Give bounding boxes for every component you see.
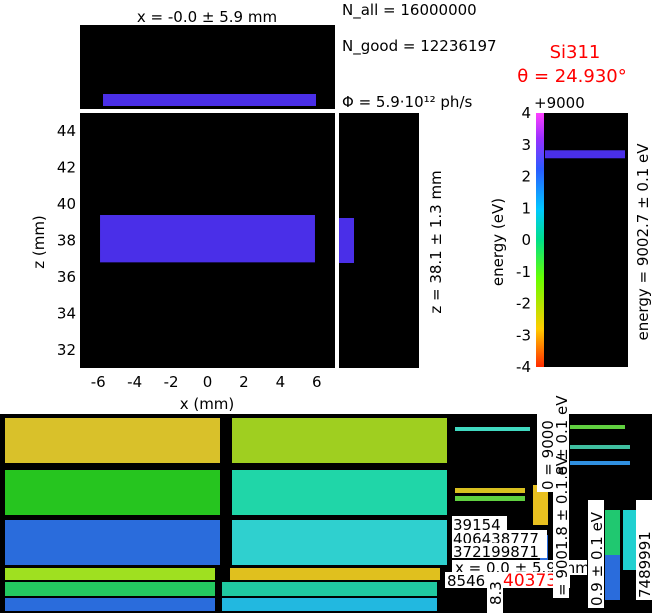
x-tick-label: 6 [312,373,322,391]
y-tick-label: 32 [57,341,76,359]
mini-bar-6 [455,496,525,501]
beam-footprint [100,215,315,263]
top-histogram-bar [103,94,316,106]
x-tick-label: -4 [127,373,142,391]
energy-stat-label: energy = 9002.7 ± 0.1 eV [634,143,652,341]
mini-bar-3 [570,445,630,449]
tile-1 [5,418,220,463]
theta-label: θ = 24.930° [517,66,627,87]
energy-tick-label: 0 [521,231,531,249]
strip-4 [222,582,437,596]
mini-bar-1 [455,427,530,431]
x-tick-label: -2 [164,373,179,391]
n-all-label: N_all = 16000000 [342,1,477,20]
top-histogram-title: x = -0.0 ± 5.9 mm [137,8,277,26]
energy-tick-label: -2 [516,295,531,313]
strip-3 [5,582,215,596]
energy-offset-label: +9000 [534,94,585,112]
energy-tick-label: 3 [521,136,531,154]
strip-6 [222,598,437,611]
mini-bar-5 [455,488,525,493]
energy-histogram-bar [545,150,625,159]
energy-tick-label: -4 [516,358,531,376]
energy-tick-label: -3 [516,326,531,344]
y-tick-label: 42 [57,159,76,177]
y-tick-label: 38 [57,232,76,250]
energy-colorbar [536,113,544,367]
energy-tick-label: 1 [521,199,531,217]
lower-label-c: 0.9 ± 0.1 eV [588,511,606,606]
x-tick-label: -6 [91,373,106,391]
energy-tick-group: 4 3 2 1 0 -1 -2 -3 -4 [516,104,531,376]
tile-4 [232,470,447,515]
x-tick-label: 4 [276,373,286,391]
x-tick-group: -6 -4 -2 0 2 4 6 [91,373,322,391]
lower-label-a: 0 = 9000 [539,420,557,490]
lower-text-4: 8546 [447,572,485,590]
z-stat-label: z = 38.1 ± 1.3 mm [427,170,445,313]
tile-3 [5,470,220,515]
energy-tick-label: -1 [516,263,531,281]
strip-1 [5,568,215,580]
mini-bar-7 [533,485,548,525]
side-histogram-bar [339,218,354,263]
y-tick-group: 32 34 36 38 40 42 44 [57,122,76,359]
y-axis-label: z (mm) [30,215,48,269]
y-tick-label: 34 [57,304,76,322]
energy-tick-label: 2 [521,168,531,186]
y-tick-label: 36 [57,268,76,286]
y-tick-label: 44 [57,122,76,140]
strip-2 [230,568,440,580]
lower-label-f: .8 ± 0.1 eV [553,395,571,480]
lower-label-e: 8.3 [487,581,505,605]
mini-bar-4 [570,461,630,465]
energy-tick-label: 4 [521,104,531,122]
mini-bar-9 [623,510,638,570]
tile-5 [5,520,220,565]
lower-label-b: = 9001.8 ± 0.1 eV [553,455,571,596]
lower-text-3: 372199871 [453,543,539,561]
x-axis-label: x (mm) [180,395,235,413]
y-tick-label: 40 [57,195,76,213]
strip-5 [5,598,215,611]
crystal-label: Si311 [550,42,601,63]
lower-text-5: 403735 [503,571,568,591]
tile-2 [232,418,447,463]
lower-label-d: 7489991 [636,531,652,598]
tile-6 [232,520,447,565]
mini-bar-2 [570,425,625,429]
flux-label: Φ = 5.9·10¹² ph/s [342,93,472,111]
x-tick-label: 2 [239,373,249,391]
x-tick-label: 0 [203,373,213,391]
lower-text-1: 39154 [453,516,501,534]
n-good-label: N_good = 12236197 [342,37,497,56]
mini-bar-10 [605,555,620,600]
energy-axis-label: energy (eV) [489,198,507,286]
